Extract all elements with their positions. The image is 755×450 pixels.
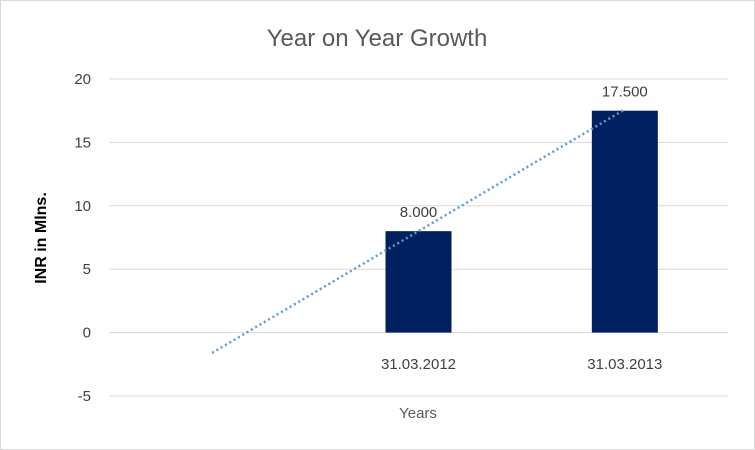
chart-title: Year on Year Growth	[267, 25, 488, 52]
bar	[385, 231, 452, 333]
y-axis-title: INR in Mlns.	[33, 192, 50, 284]
data-labels: 8.000 17.500	[400, 84, 648, 221]
y-tick-label: -5	[78, 388, 91, 405]
y-tick-label: 20	[74, 71, 91, 88]
y-tick-label: 0	[83, 325, 91, 342]
x-tick-label: 31.03.2012	[381, 356, 456, 373]
y-tick-label: 15	[74, 134, 91, 151]
data-label: 8.000	[400, 204, 438, 221]
x-axis-ticks: 31.03.2012 31.03.2013	[381, 356, 662, 373]
y-axis-ticks: -5 0 5 10 15 20	[74, 71, 91, 405]
bar	[591, 110, 658, 333]
x-axis-title: Years	[399, 405, 437, 422]
y-tick-label: 10	[74, 198, 91, 215]
bars	[385, 110, 658, 333]
x-tick-label: 31.03.2013	[587, 356, 662, 373]
y-tick-label: 5	[83, 261, 91, 278]
data-label: 17.500	[602, 84, 648, 101]
